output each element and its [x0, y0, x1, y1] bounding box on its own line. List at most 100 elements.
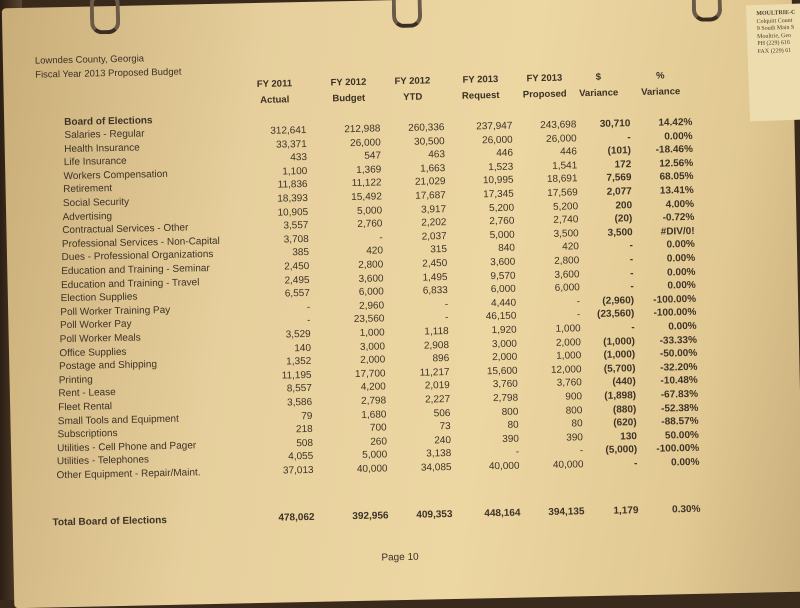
cell-2: 17,687: [415, 190, 446, 202]
cell-5: (880): [612, 403, 637, 416]
card-line: MOULTRIE-C: [756, 9, 796, 18]
cell-5: 7,569: [606, 172, 632, 185]
cell-2: 315: [430, 244, 448, 256]
cell-2: -: [444, 298, 449, 310]
cell-6: 0.00%: [667, 266, 696, 279]
cell-6: 0.00%: [667, 280, 696, 292]
cell-5: (1,000): [603, 335, 636, 348]
column-header: FY 2012 Budget: [313, 74, 384, 107]
cell-2: 1,663: [420, 162, 446, 175]
cell-6: -10.48%: [660, 375, 698, 388]
cell-3: 5,000: [489, 229, 515, 241]
row-label: Postage and Shipping: [59, 359, 158, 373]
cell-0: 2,495: [284, 274, 310, 287]
row-label: Printing: [58, 374, 93, 387]
cell-0: 33,371: [276, 138, 307, 151]
cell-5: (5,700): [603, 362, 636, 375]
cell-2: 1,495: [422, 271, 448, 284]
cell-2: 30,500: [413, 135, 445, 148]
cell-1: 2,000: [360, 354, 386, 367]
cell-1: 40,000: [356, 463, 388, 476]
cell-5: (20): [614, 213, 633, 225]
row-label: Subscriptions: [57, 428, 118, 441]
document-title: Fiscal Year 2013 Proposed Budget: [35, 66, 182, 81]
cell-1: 5,000: [362, 449, 388, 462]
cell-2: 73: [439, 421, 451, 433]
row-label: Education and Training - Seminar: [61, 263, 210, 278]
cell-5: -: [629, 240, 634, 252]
cell-3: 840: [498, 243, 516, 255]
cell-0: 10,905: [277, 206, 309, 219]
cell-1: 3,600: [358, 272, 384, 285]
cell-6: 13.41%: [659, 184, 694, 197]
cell-2: 34,085: [420, 462, 452, 474]
row-label: Contractual Services - Other: [62, 222, 189, 237]
column-header-line1: %: [656, 70, 665, 82]
card-line: 9 South Main S: [756, 24, 795, 33]
cell-6: -88.57%: [661, 416, 699, 428]
cell-3: 6,000: [490, 283, 516, 296]
cell-3: 4,440: [490, 297, 517, 309]
cell-1: 1,000: [359, 327, 385, 339]
column-header-line1: FY 2012: [330, 76, 367, 89]
column-header-line1: FY 2013: [462, 73, 499, 86]
cell-5: (101): [607, 145, 632, 157]
cell-2: 2,227: [424, 394, 451, 406]
cell-6: 4.00%: [665, 198, 695, 211]
row-label: Salaries - Regular: [64, 128, 145, 142]
row-label: Workers Compensation: [63, 168, 168, 182]
cell-6: -32.20%: [660, 361, 698, 374]
cell-5: (1,898): [604, 390, 637, 402]
column-header-line2: Actual: [260, 94, 290, 106]
cell-6: 14.42%: [658, 116, 693, 129]
column-header: $ Variance: [563, 69, 634, 102]
row-label: Utilities - Telephones: [56, 454, 150, 468]
cell-6: 0.00%: [666, 239, 696, 251]
cell-6: -0.72%: [662, 212, 695, 224]
cell-3: 448,164: [484, 507, 521, 520]
row-label: Utilities - Cell Phone and Pager: [57, 440, 197, 455]
cell-1: 15,492: [351, 191, 382, 204]
cell-6: -100.00%: [653, 293, 697, 306]
row-label: Education and Training - Travel: [60, 276, 200, 291]
business-card: MOULTRIE-C Colquitt Count 9 South Main S…: [746, 2, 800, 122]
column-header: FY 2011 Actual: [239, 76, 310, 109]
row-label: Small Tools and Equipment: [57, 413, 179, 427]
cell-0: 37,013: [282, 464, 314, 477]
cell-2: 1,118: [424, 326, 449, 338]
row-label: Poll Worker Training Pay: [60, 304, 171, 318]
cell-6: -50.00%: [659, 348, 698, 360]
cell-0: 6,557: [284, 288, 310, 300]
cell-3: 3,000: [491, 338, 518, 350]
column-header-line2: Request: [461, 89, 500, 102]
cell-3: 1,523: [488, 161, 514, 173]
cell-0: 140: [294, 342, 312, 354]
cell-0: 218: [295, 424, 313, 436]
cell-2: 896: [432, 353, 450, 365]
cell-6: 68.05%: [659, 171, 694, 183]
cell-1: 23,560: [353, 313, 385, 326]
cell-0: 3,557: [283, 220, 309, 232]
column-header: FY 2013 Request: [445, 72, 516, 105]
cell-1: 4,200: [360, 381, 386, 394]
cell-5: -: [627, 131, 631, 143]
cell-1: 547: [364, 150, 382, 162]
cell-3: -: [515, 446, 520, 459]
cell-5: (1,000): [603, 349, 636, 361]
row-label: Total Board of Elections: [52, 514, 167, 529]
cell-1: 5,000: [356, 205, 383, 217]
cell-3: 390: [502, 433, 520, 445]
cell-2: 2,019: [424, 380, 450, 392]
column-header-line1: $: [595, 71, 602, 83]
cell-5: -: [634, 458, 638, 470]
row-label: Poll Worker Meals: [59, 332, 141, 346]
cell-1: 212,988: [344, 123, 381, 136]
cell-0: 385: [292, 247, 310, 259]
cell-1: 26,000: [349, 137, 381, 149]
cell-6: 0.30%: [671, 503, 701, 516]
cell-2: 506: [433, 407, 451, 419]
cell-1: 2,800: [358, 259, 384, 271]
row-label: Election Supplies: [60, 291, 138, 305]
cell-0: 18,393: [277, 192, 308, 205]
cell-6: -18.46%: [655, 144, 694, 156]
